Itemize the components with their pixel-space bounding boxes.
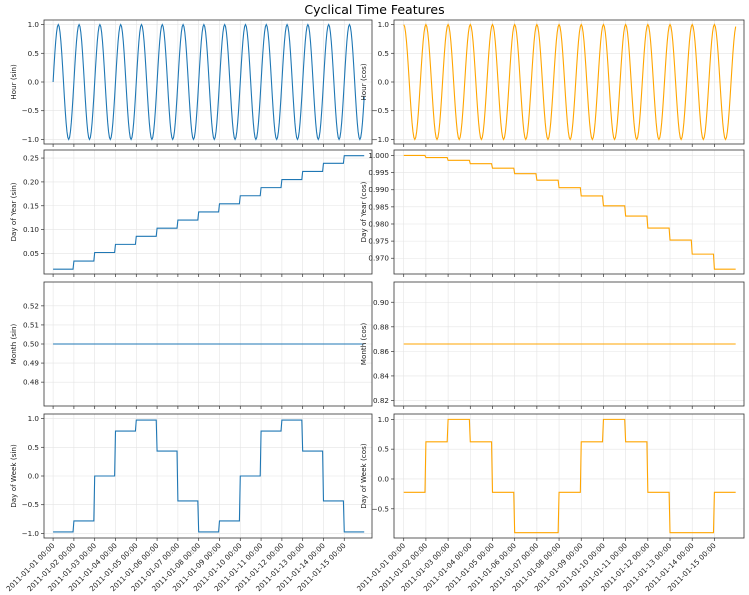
axes-frame: [393, 281, 745, 407]
y-tick-label: 0.10: [23, 225, 39, 234]
y-axis: 0.970 0.975 0.980 0.985 0.990 0.995 1.000: [368, 151, 744, 263]
subplot-hour-sin: −1.0 −0.5 0.0 0.5 1.0 Hour (sin): [9, 19, 373, 147]
y-axis: −0.5 0.0 0.5 1.0: [372, 415, 744, 513]
y-axis-label: Day of Year (cos): [359, 181, 368, 242]
y-tick-label: 0.49: [23, 359, 39, 368]
y-tick-label: 0.48: [23, 378, 39, 387]
y-tick-label: 0.15: [23, 201, 39, 210]
subplot-day-of-year-cos: 0.970 0.975 0.980 0.985 0.990 0.995 1.000 Day o…: [359, 149, 745, 277]
y-tick-label: 0.84: [373, 371, 389, 380]
y-axis-label: Hour (cos): [359, 63, 368, 100]
y-tick-label: 0.0: [28, 472, 40, 481]
x-axis: [52, 274, 345, 277]
y-tick-label: 0.20: [23, 177, 39, 186]
x-axis: [403, 144, 715, 147]
axes-frame: [43, 19, 373, 145]
y-tick-label: 0.0: [28, 78, 40, 87]
x-axis: [403, 406, 715, 409]
y-tick-label: 0.0: [378, 474, 390, 483]
y-tick-label: 1.0: [378, 415, 390, 424]
subplot-day-of-year-sin: 0.05 0.10 0.15 0.20 0.25 Day of Year (sin): [9, 149, 373, 277]
series-line-day-of-week-sin: [53, 419, 365, 533]
y-tick-label: −0.5: [372, 504, 389, 513]
y-tick-label: 0.985: [368, 202, 389, 211]
y-tick-label: −0.5: [22, 500, 39, 509]
y-tick-label: 1.0: [28, 20, 40, 29]
y-axis: −1.0 −0.5 0.0 0.5 1.0: [22, 414, 372, 538]
series-line-day-of-year-sin: [53, 155, 365, 270]
series-line-hour-cos: [403, 23, 737, 141]
y-axis-label: Day of Week (sin): [9, 444, 18, 508]
y-tick-label: 0.975: [368, 237, 389, 246]
x-axis: [52, 144, 345, 147]
y-axis-label: Day of Year (sin): [9, 182, 18, 241]
y-tick-label: 1.0: [378, 20, 390, 29]
y-tick-label: 0.990: [368, 185, 389, 194]
axes-frame: [43, 149, 373, 275]
y-axis-label: Month (cos): [359, 323, 368, 366]
y-tick-label: −1.0: [22, 135, 40, 144]
axes-frame: [393, 413, 745, 539]
y-tick-label: 0.5: [28, 49, 39, 58]
subplot-month-sin: 0.48 0.49 0.50 0.51 0.52 Month (sin): [9, 281, 373, 409]
y-tick-label: 0.5: [28, 443, 39, 452]
axes-frame: [43, 413, 373, 539]
y-axis: 0.05 0.10 0.15 0.20 0.25: [23, 154, 372, 258]
figure-title: Cyclical Time Features: [304, 2, 444, 17]
y-tick-label: −1.0: [22, 529, 40, 538]
y-tick-label: 0.90: [373, 298, 389, 307]
y-axis: −1.0 −0.5 0.0 0.5 1.0: [22, 20, 372, 144]
series-line-day-of-week-cos: [403, 418, 736, 534]
subplot-hour-cos: −1.0 −0.5 0.0 0.5 1.0 Hour (cos): [359, 19, 745, 147]
series-line-hour-sin: [52, 23, 365, 141]
axes-frame: [393, 19, 745, 145]
y-tick-label: −1.0: [372, 135, 390, 144]
y-axis: −1.0 −0.5 0.0 0.5 1.0: [372, 20, 744, 144]
y-tick-label: 0.970: [368, 254, 389, 263]
y-tick-label: 0.82: [373, 396, 389, 405]
axes-frame: [43, 281, 373, 407]
y-tick-label: 0.25: [23, 154, 39, 163]
y-axis: 0.82 0.84 0.86 0.88 0.90: [373, 298, 744, 405]
y-tick-label: 0.05: [23, 249, 39, 258]
y-tick-label: 0.86: [373, 347, 389, 356]
y-tick-label: −0.5: [372, 106, 389, 115]
y-tick-label: 0.50: [23, 340, 39, 349]
x-gridlines: [403, 150, 715, 274]
x-axis: [52, 406, 345, 409]
y-tick-label: 0.5: [378, 49, 389, 58]
y-tick-label: 0.5: [378, 445, 389, 454]
y-tick-label: 1.0: [28, 414, 40, 423]
subplot-month-cos: 0.82 0.84 0.86 0.88 0.90 Month (cos): [359, 281, 745, 409]
y-axis-label: Month (sin): [9, 323, 18, 364]
y-tick-label: 0.88: [373, 322, 389, 331]
subplot-day-of-week-sin: −1.0 −0.5 0.0 0.5 1.0 Day of Week (sin) 2011-0…: [4, 413, 373, 593]
x-gridlines: [403, 414, 715, 538]
x-axis: [403, 274, 715, 277]
y-tick-label: 0.980: [368, 219, 389, 228]
axes-frame: [393, 149, 745, 275]
series-line-day-of-year-cos: [403, 154, 736, 270]
y-tick-label: 1.000: [368, 151, 389, 160]
subplot-day-of-week-cos: −0.5 0.0 0.5 1.0 Day of Week (cos) 2011-01-01…: [355, 413, 745, 593]
y-tick-label: 0.0: [378, 78, 390, 87]
y-tick-label: −0.5: [22, 106, 39, 115]
y-axis-label: Day of Week (cos): [359, 443, 368, 509]
subplots: −1.0 −0.5 0.0 0.5 1.0 Hour (sin) −1.0 −0.5 0.0 0.…: [4, 19, 745, 593]
y-axis: 0.48 0.49 0.50 0.51 0.52: [23, 301, 372, 387]
y-axis-label: Hour (sin): [9, 64, 18, 100]
y-tick-label: 0.51: [23, 320, 39, 329]
y-tick-label: 0.995: [368, 168, 389, 177]
y-tick-label: 0.52: [23, 301, 39, 310]
